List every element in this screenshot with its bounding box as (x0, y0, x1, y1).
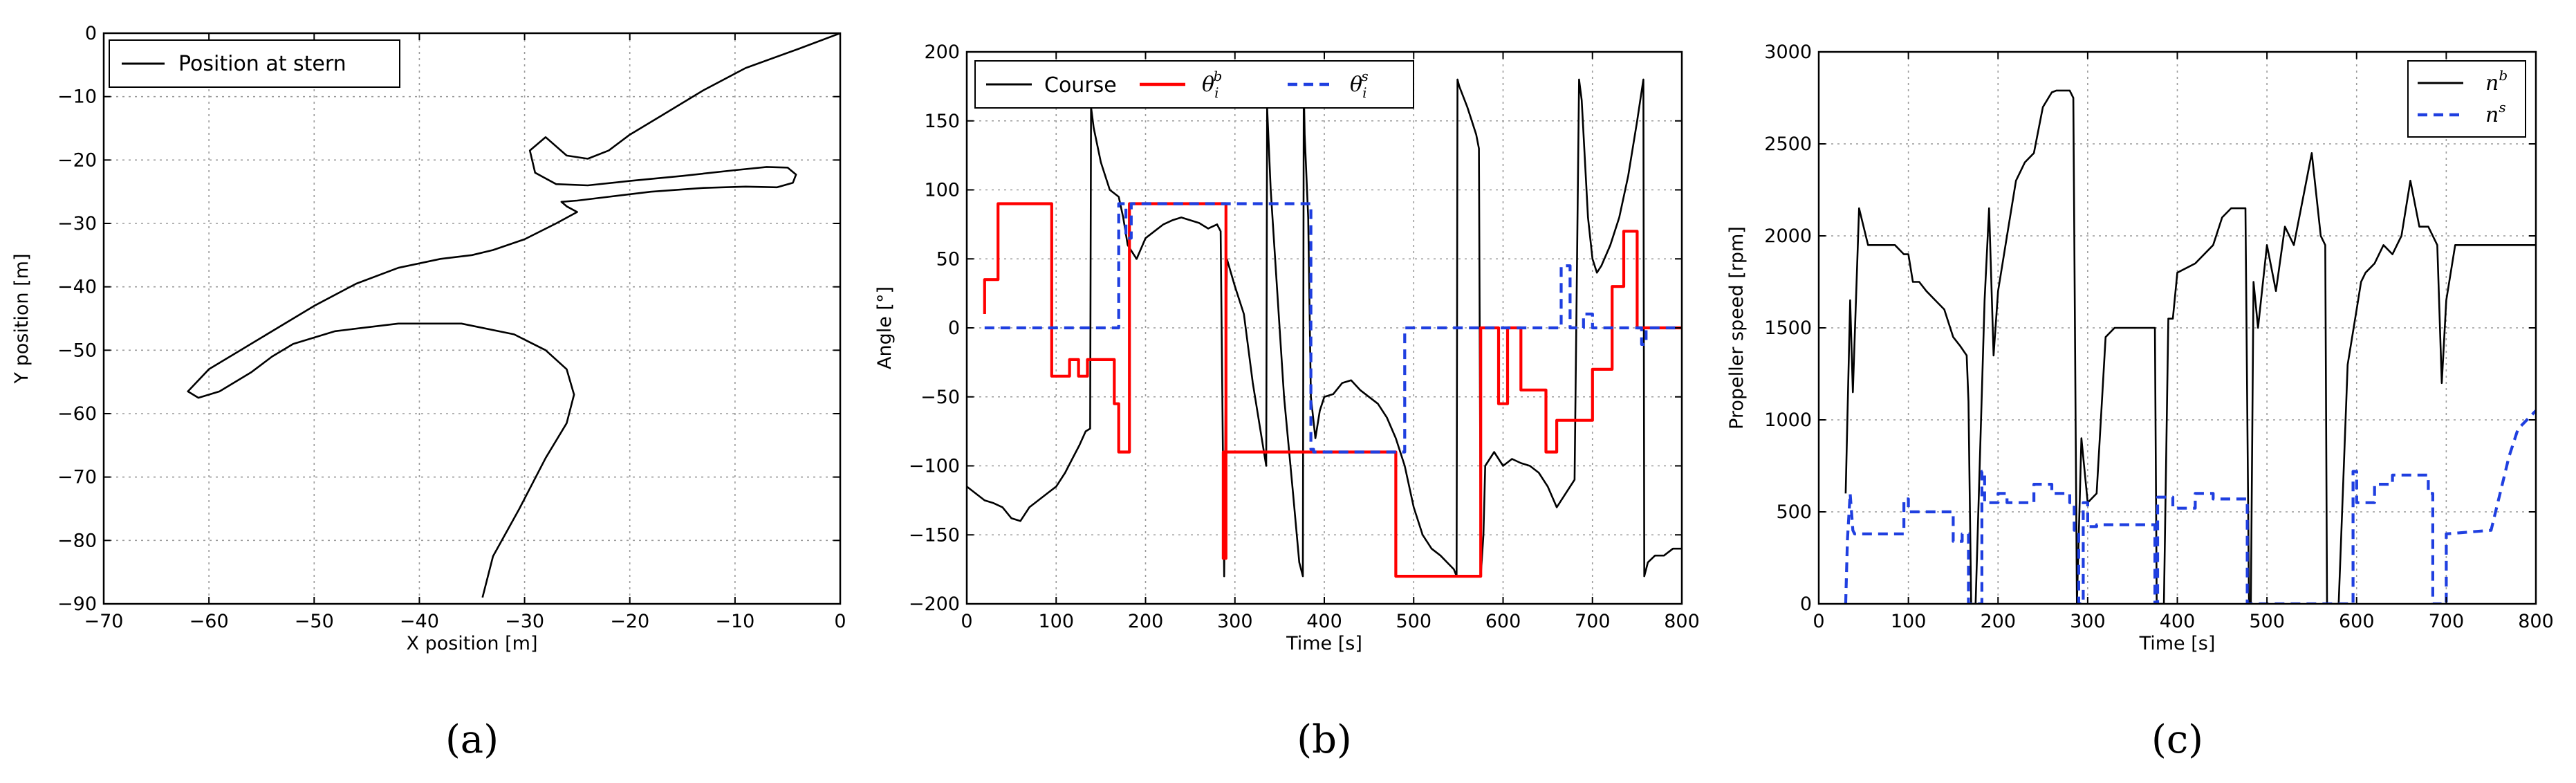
y-tick-label: −50 (920, 387, 960, 408)
x-tick-label: −60 (189, 611, 229, 632)
x-tick-label: 100 (1038, 611, 1074, 632)
y-tick-label: 1000 (1764, 409, 1812, 431)
legend-sup: b (2499, 67, 2508, 84)
x-tick-label: −10 (715, 611, 754, 632)
legend-sup: s (1361, 68, 1368, 84)
x-tick-label: 800 (1664, 611, 1700, 632)
y-tick-label: 1500 (1764, 317, 1812, 339)
chart-b: 0 100 200 300 400 500 600 700 800−200−150−100−50… (874, 42, 1700, 762)
legend: Course θib θis (974, 60, 1414, 109)
legend-sup: b (1213, 68, 1222, 84)
axes-frame (102, 32, 842, 605)
series-line-c-0 (1844, 89, 2536, 604)
x-tick-label: −70 (84, 611, 124, 632)
legend-label: nb (2485, 67, 2508, 95)
y-tick-label: −80 (57, 530, 97, 551)
x-tick-label: 400 (1306, 611, 1342, 632)
legend-sup: s (2499, 99, 2505, 116)
x-tick-label: 100 (1891, 611, 1927, 632)
x-axis-label: Time [s] (1286, 633, 1362, 654)
y-tick-label: 500 (1776, 501, 1812, 523)
y-tick-label: −200 (909, 593, 960, 615)
x-tick-label: 600 (2339, 611, 2375, 632)
y-tick-label: −90 (57, 593, 97, 615)
legend-box (109, 39, 400, 88)
x-tick-label: 200 (1128, 611, 1164, 632)
y-tick-label: 2500 (1764, 133, 1812, 155)
y-tick-label: 3000 (1764, 42, 1812, 63)
x-tick-label: −30 (505, 611, 544, 632)
legend: Position at stern (109, 39, 400, 88)
series-group (1844, 89, 2536, 604)
y-tick-label: 0 (1800, 593, 1812, 615)
y-axis-label: Propeller speed [rpm] (1726, 226, 1748, 430)
chart-c: 0 100 200 300 400 500 600 700 800 0 500 1000 1500 200… (1726, 42, 2554, 762)
x-tick-label: 400 (2160, 611, 2196, 632)
figure-caption: (a) (445, 717, 499, 762)
y-tick-label: −70 (57, 467, 97, 488)
legend-box (974, 60, 1414, 109)
y-tick-label: −50 (57, 340, 97, 361)
figure-caption: (b) (1297, 717, 1352, 762)
y-tick-label: −150 (909, 524, 960, 546)
x-tick-label: 300 (1217, 611, 1253, 632)
y-tick-label: −100 (909, 456, 960, 477)
series-line-b-1 (983, 202, 1682, 578)
series-group (187, 33, 840, 598)
y-tick-label: 100 (924, 180, 960, 201)
x-tick-label: 0 (1813, 611, 1824, 632)
y-tick-label: −60 (57, 403, 97, 425)
y-tick-label: −40 (57, 277, 97, 298)
y-axis-label: Angle [°] (874, 286, 896, 369)
series-line-c-1 (1844, 409, 2536, 604)
x-axis-label: X position [m] (407, 633, 538, 654)
legend-label: Position at stern (178, 52, 346, 76)
legend-label: θib (1202, 68, 1222, 101)
x-tick-label: 700 (2429, 611, 2465, 632)
y-tick-label: 0 (948, 317, 960, 339)
y-tick-label: −10 (57, 86, 97, 108)
figure-caption: (c) (2151, 717, 2203, 762)
y-axis-label: Y position [m] (11, 254, 33, 385)
x-tick-label: −40 (400, 611, 439, 632)
x-tick-label: 500 (2249, 611, 2285, 632)
x-tick-label: −50 (295, 611, 334, 632)
legend-label: Course (1044, 73, 1117, 98)
y-tick-label: −20 (57, 149, 97, 171)
x-tick-label: 0 (961, 611, 972, 632)
x-tick-label: 600 (1485, 611, 1521, 632)
x-tick-label: 200 (1980, 611, 2016, 632)
y-tick-label: −30 (57, 213, 97, 234)
x-tick-label: −20 (610, 611, 649, 632)
legend-sub: i (1362, 84, 1366, 101)
x-tick-label: 0 (834, 611, 846, 632)
y-tick-label: 200 (924, 42, 960, 63)
x-tick-label: 700 (1575, 611, 1611, 632)
y-tick-label: 50 (936, 248, 960, 270)
chart-a: −70 −60 −50 −40 −30 −20 −10 0 −90 −80 −70 −60 −50 −40… (11, 23, 846, 762)
x-tick-label: 800 (2518, 611, 2554, 632)
legend-box (2407, 60, 2526, 138)
x-tick-label: 300 (2070, 611, 2106, 632)
x-tick-label: 500 (1396, 611, 1431, 632)
x-axis-label: Time [s] (2139, 633, 2216, 654)
y-tick-label: 0 (85, 23, 97, 44)
series-line-b-0 (967, 78, 1682, 578)
series-line-a-0 (187, 33, 840, 598)
legend-label: θis (1350, 68, 1369, 101)
series-group (967, 78, 1682, 578)
y-tick-label: 2000 (1764, 225, 1812, 247)
legend-sub: i (1214, 84, 1218, 101)
y-tick-label: 150 (924, 111, 960, 132)
